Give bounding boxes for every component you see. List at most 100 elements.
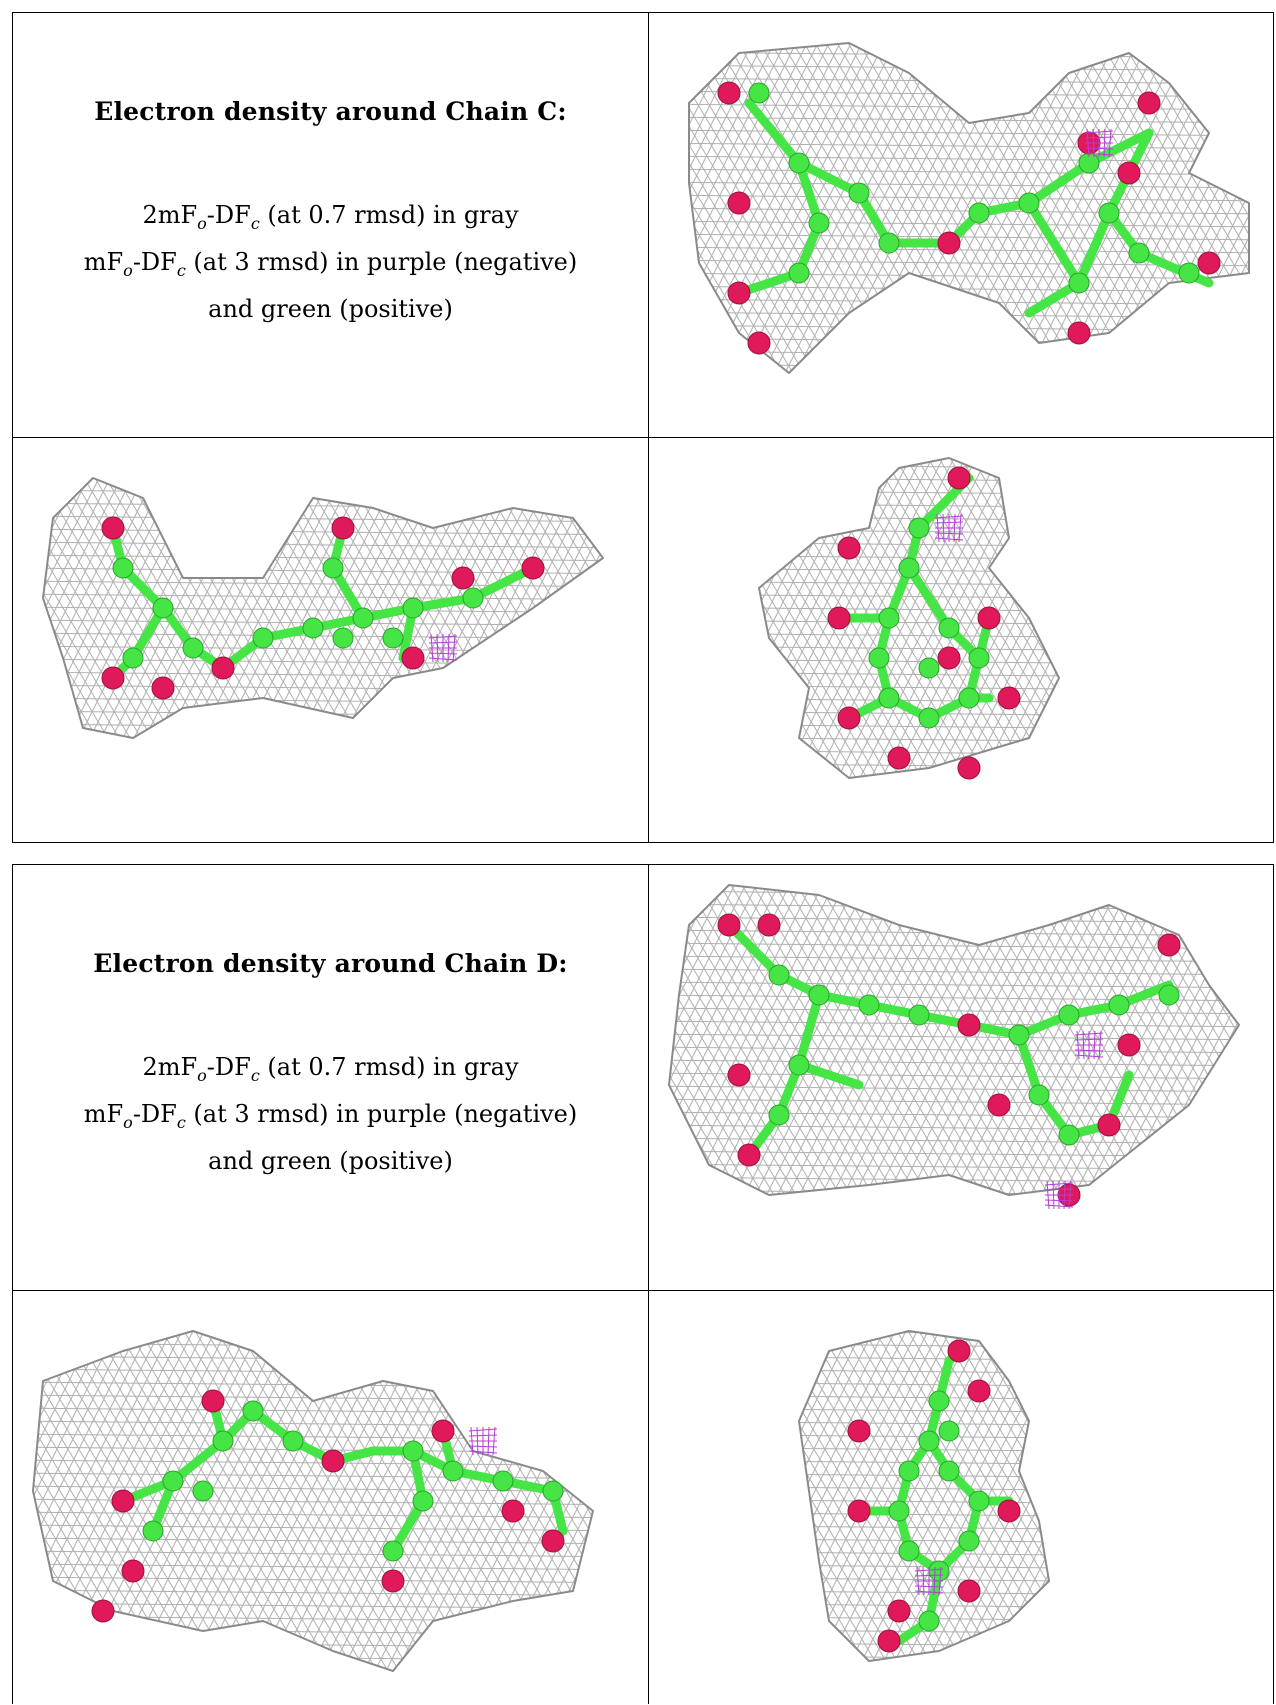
carbon-atom (898, 557, 920, 579)
oxygen-atom (957, 1013, 981, 1037)
divider-vertical (648, 865, 649, 1704)
carbon-atom (112, 557, 134, 579)
oxygen-atom (501, 1499, 525, 1523)
caption-line-1: 2mFo-DFc (at 0.7 rmsd) in gray (142, 201, 519, 233)
carbon-atom (858, 994, 880, 1016)
divider-vertical (648, 13, 649, 842)
carbon-atom (402, 1440, 424, 1462)
carbon-atom (808, 212, 830, 234)
oxygen-atom (111, 1489, 135, 1513)
oxygen-atom (401, 646, 425, 670)
oxygen-atom (431, 1419, 455, 1443)
carbon-atom (212, 1430, 234, 1452)
carbon-atom (928, 1390, 950, 1412)
caption-line-3: and green (positive) (208, 1146, 453, 1175)
carbon-atom (152, 597, 174, 619)
carbon-atom (1128, 242, 1150, 264)
oxygen-atom (757, 913, 781, 937)
density-outline (32, 1330, 594, 1672)
negative-density-blob (468, 1426, 498, 1456)
oxygen-atom (1117, 1033, 1141, 1057)
oxygen-atom (937, 231, 961, 255)
carbon-atom (332, 627, 354, 649)
carbon-atom (878, 232, 900, 254)
density-outline (688, 42, 1250, 374)
oxygen-atom (121, 1559, 145, 1583)
carbon-atom (938, 1420, 960, 1442)
negative-density-blob (428, 633, 458, 663)
carbon-atom (162, 1470, 184, 1492)
oxygen-atom (521, 556, 545, 580)
carbon-atom (898, 1460, 920, 1482)
oxygen-atom (1117, 161, 1141, 185)
oxygen-atom (747, 331, 771, 355)
negative-density-blob (914, 1566, 944, 1596)
panel-chain-c: Electron density around Chain C: 2mFo-DF… (12, 12, 1274, 843)
oxygen-atom (1067, 321, 1091, 345)
oxygen-atom (201, 1389, 225, 1413)
panel-chain-d: Electron density around Chain D: 2mFo-DF… (12, 864, 1274, 1704)
density-image-c-bottom-right (649, 438, 1275, 842)
carbon-atom (302, 617, 324, 639)
carbon-atom (1068, 272, 1090, 294)
oxygen-atom (977, 606, 1001, 630)
carbon-atom (252, 627, 274, 649)
carbon-atom (382, 1540, 404, 1562)
carbon-atom (958, 687, 980, 709)
density-image-d-top-right (649, 865, 1275, 1290)
oxygen-atom (91, 1599, 115, 1623)
carbon-atom (1178, 262, 1200, 284)
carbon-atom (282, 1430, 304, 1452)
oxygen-atom (887, 746, 911, 770)
carbon-atom (242, 1400, 264, 1422)
oxygen-atom (877, 1629, 901, 1653)
density-outline (42, 477, 604, 739)
caption-line-2: mFo-DFc (at 3 rmsd) in purple (negative) (83, 1099, 578, 1132)
oxygen-atom (1157, 933, 1181, 957)
oxygen-atom (957, 756, 981, 780)
carbon-atom (402, 597, 424, 619)
oxygen-atom (737, 1143, 761, 1167)
carbon-atom (1018, 192, 1040, 214)
carbon-atom (382, 627, 404, 649)
carbon-atom (1098, 202, 1120, 224)
carbon-atom (492, 1470, 514, 1492)
carbon-atom (462, 587, 484, 609)
carbon-atom (938, 617, 960, 639)
density-outline (798, 1330, 1050, 1662)
carbon-atom (808, 984, 830, 1006)
carbon-atom (412, 1490, 434, 1512)
carbon-atom (182, 637, 204, 659)
caption-description: 2mFo-DFc (at 0.7 rmsd) in gray mFo-DFc (… (13, 1048, 648, 1180)
carbon-atom (352, 607, 374, 629)
carbon-atom (1058, 1004, 1080, 1026)
oxygen-atom (717, 913, 741, 937)
carbon-atom (442, 1460, 464, 1482)
carbon-atom (788, 152, 810, 174)
caption-description: 2mFo-DFc (at 0.7 rmsd) in gray mFo-DFc (… (13, 196, 648, 328)
oxygen-atom (451, 566, 475, 590)
divider-horizontal (13, 437, 1273, 438)
oxygen-atom (827, 606, 851, 630)
density-image-d-bottom-left (13, 1291, 648, 1705)
carbon-atom (1158, 984, 1180, 1006)
density-image-c-top-right (649, 13, 1275, 437)
oxygen-atom (947, 1339, 971, 1363)
carbon-atom (918, 657, 940, 679)
oxygen-atom (887, 1599, 911, 1623)
carbon-atom (142, 1520, 164, 1542)
carbon-atom (542, 1480, 564, 1502)
carbon-atom (1058, 1124, 1080, 1146)
carbon-atom (968, 202, 990, 224)
carbon-atom (918, 1610, 940, 1632)
carbon-atom (788, 262, 810, 284)
carbon-atom (748, 82, 770, 104)
oxygen-atom (321, 1449, 345, 1473)
carbon-atom (1008, 1024, 1030, 1046)
carbon-atom (938, 1460, 960, 1482)
carbon-atom (928, 1560, 950, 1582)
oxygen-atom (101, 666, 125, 690)
oxygen-atom (381, 1569, 405, 1593)
carbon-atom (768, 1104, 790, 1126)
caption-title: Electron density around Chain D: (93, 949, 568, 978)
